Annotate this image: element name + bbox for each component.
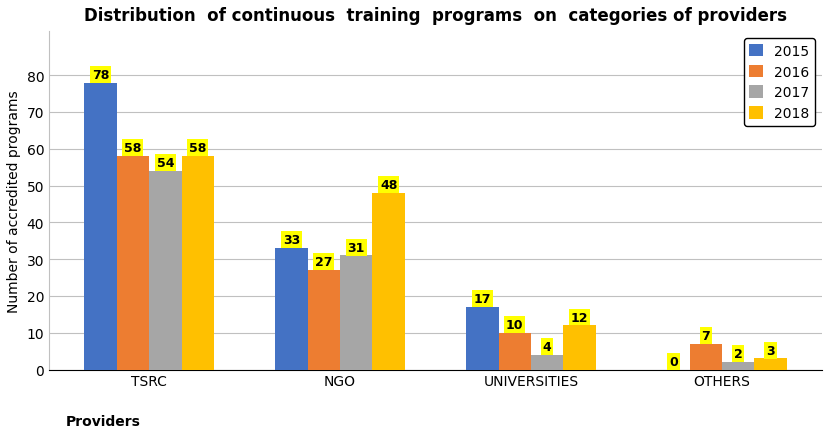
Text: 48: 48 xyxy=(379,179,397,192)
Text: 33: 33 xyxy=(282,234,300,247)
Text: 3: 3 xyxy=(765,344,774,357)
Bar xyxy=(753,358,786,370)
Bar xyxy=(339,256,372,370)
Text: 17: 17 xyxy=(473,293,490,306)
Text: 12: 12 xyxy=(570,311,588,324)
Bar xyxy=(372,194,404,370)
Text: 58: 58 xyxy=(189,142,206,155)
Text: 2: 2 xyxy=(733,348,742,361)
Bar xyxy=(307,270,339,370)
Text: 54: 54 xyxy=(156,157,174,170)
Text: 78: 78 xyxy=(92,69,109,82)
Bar xyxy=(498,333,531,370)
Text: 0: 0 xyxy=(668,355,676,368)
Text: 27: 27 xyxy=(315,256,332,269)
Text: 4: 4 xyxy=(542,340,551,353)
Bar xyxy=(563,326,595,370)
Text: 58: 58 xyxy=(124,142,142,155)
Bar xyxy=(689,344,721,370)
X-axis label: Providers: Providers xyxy=(65,414,141,427)
Text: 31: 31 xyxy=(347,241,364,254)
Y-axis label: Number of accredited programs: Number of accredited programs xyxy=(7,90,21,312)
Bar xyxy=(84,83,117,370)
Bar xyxy=(149,171,181,370)
Text: 10: 10 xyxy=(505,318,523,331)
Bar xyxy=(117,157,149,370)
Bar xyxy=(721,362,753,370)
Bar xyxy=(531,355,563,370)
Text: 7: 7 xyxy=(700,329,710,342)
Bar xyxy=(275,249,307,370)
Bar xyxy=(465,307,498,370)
Title: Distribution  of continuous  training  programs  on  categories of providers: Distribution of continuous training prog… xyxy=(84,7,786,25)
Legend: 2015, 2016, 2017, 2018: 2015, 2016, 2017, 2018 xyxy=(743,39,814,127)
Bar xyxy=(181,157,214,370)
